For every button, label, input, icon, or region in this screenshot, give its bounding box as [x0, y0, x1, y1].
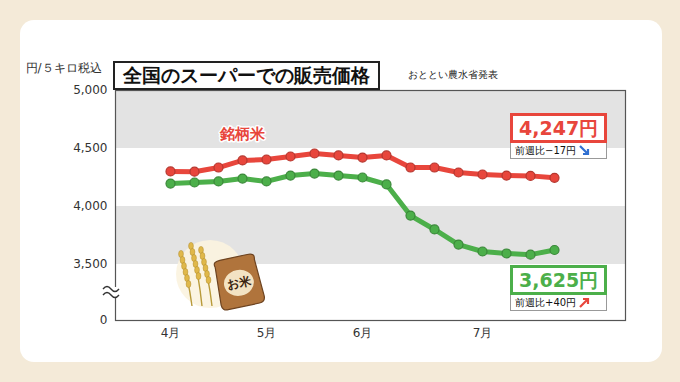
svg-text:4,500: 4,500: [73, 141, 107, 155]
svg-text:3,500: 3,500: [73, 257, 107, 271]
svg-text:銘柄米: 銘柄米: [219, 125, 266, 143]
svg-text:円/５キロ税込: 円/５キロ税込: [26, 61, 102, 75]
svg-text:5,000: 5,000: [73, 83, 107, 97]
html-text:おととい農水省発表: おととい農水省発表: [408, 69, 498, 80]
svg-text:7月: 7月: [473, 326, 493, 340]
svg-text:0: 0: [100, 313, 108, 327]
html-text:4,247円: 4,247円: [519, 117, 599, 140]
svg-text:5月: 5月: [257, 326, 277, 340]
html-text:前週比−17円: 前週比−17円: [515, 145, 577, 157]
svg-text:6月: 6月: [353, 326, 373, 340]
html-text:3,625円: 3,625円: [519, 268, 599, 291]
html-text:前週比+40円: 前週比+40円: [515, 296, 577, 308]
html-text:全国のスーパーでの販売価格: 全国のスーパーでの販売価格: [123, 64, 370, 86]
svg-text:お米: お米: [226, 273, 253, 292]
svg-text:4,000: 4,000: [73, 199, 107, 213]
svg-text:4月: 4月: [161, 326, 181, 340]
